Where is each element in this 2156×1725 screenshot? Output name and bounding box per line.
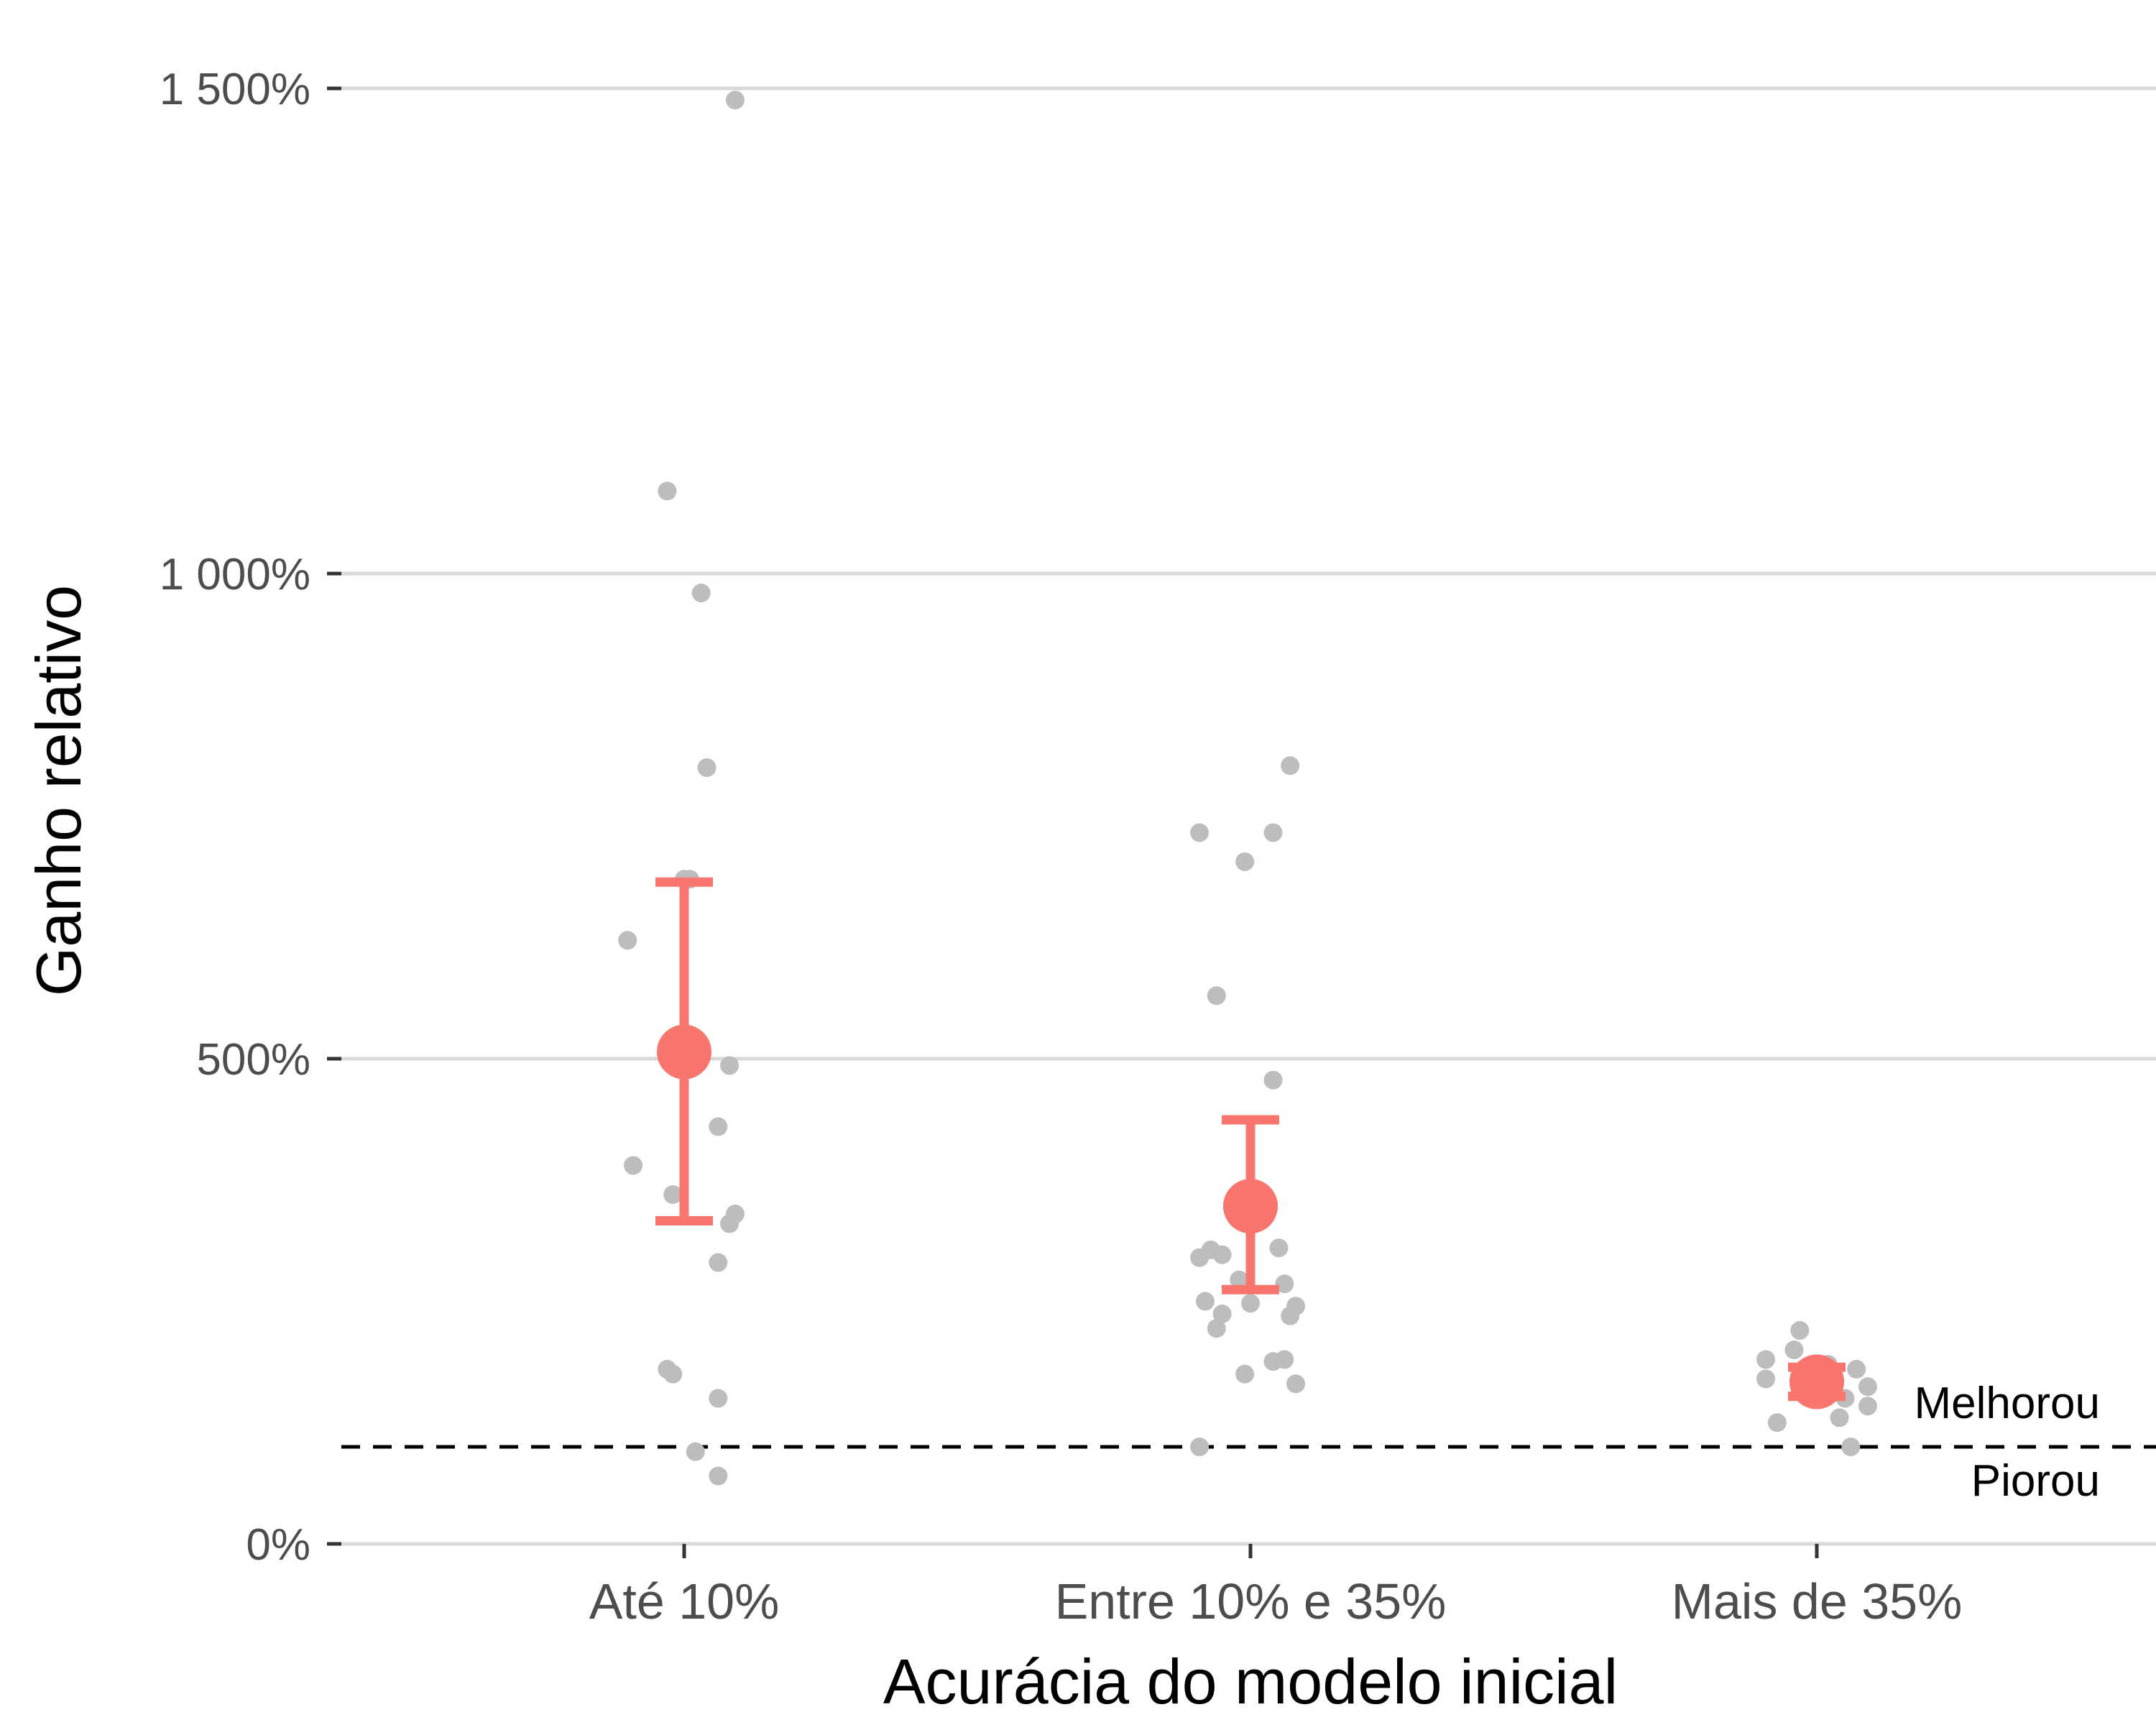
labels: Acurácia do modelo inicial Ganho relativ… — [23, 585, 2100, 1717]
data-point — [1858, 1377, 1877, 1397]
data-point — [624, 1156, 643, 1175]
data-point — [1207, 1319, 1226, 1338]
data-point — [1841, 1438, 1861, 1456]
data-point — [697, 758, 717, 777]
data-point — [663, 1364, 683, 1384]
data-point — [1263, 1070, 1283, 1090]
data-point — [1830, 1408, 1849, 1427]
x-tick-label: Mais de 35% — [1672, 1573, 1963, 1629]
mean-point — [1789, 1354, 1844, 1409]
data-point — [720, 1056, 740, 1075]
data-point — [1263, 1352, 1283, 1371]
data-point — [1269, 1238, 1289, 1258]
axes: 0% 500% 1 000% 1 500% Até 10% Entre 10% e 35%… — [160, 65, 1963, 1629]
mean-point — [657, 1024, 711, 1080]
annotation-melhorou: Melhorou — [1915, 1379, 2100, 1428]
data-point — [618, 931, 637, 950]
y-tick-label: 500% — [196, 1035, 310, 1085]
x-axis-title: Acurácia do modelo inicial — [883, 1646, 1618, 1717]
data-point — [663, 1185, 683, 1204]
data-point — [1790, 1321, 1810, 1340]
data-point — [1286, 1374, 1306, 1394]
data-point — [1847, 1360, 1866, 1379]
data-point — [658, 482, 677, 501]
data-point — [1235, 852, 1255, 871]
data-point — [1212, 1305, 1232, 1324]
data-point — [709, 1253, 728, 1272]
data-point — [1190, 823, 1210, 842]
data-point — [1195, 1292, 1215, 1311]
summary-marks — [655, 877, 1846, 1409]
data-point — [686, 1442, 705, 1461]
data-point — [1241, 1294, 1260, 1313]
data-point — [1767, 1413, 1787, 1432]
data-point — [720, 1214, 740, 1233]
data-point — [1230, 1270, 1249, 1289]
data-point — [1756, 1350, 1776, 1369]
data-point — [1212, 1245, 1232, 1264]
x-tick-label: Entre 10% e 35% — [1055, 1573, 1447, 1629]
data-point — [1235, 1364, 1255, 1384]
y-tick-label: 0% — [246, 1520, 310, 1570]
y-tick-label: 1 500% — [160, 65, 310, 114]
data-point — [1281, 756, 1300, 776]
data-point — [709, 1389, 728, 1408]
data-point — [1858, 1397, 1877, 1416]
y-tick-label: 1 000% — [160, 550, 310, 599]
data-point — [709, 1117, 728, 1136]
data-point — [1275, 1274, 1294, 1294]
y-axis-title: Ganho relativo — [23, 585, 94, 996]
mean-point — [1223, 1179, 1278, 1234]
jitter-points — [618, 91, 1877, 1486]
annotation-piorou: Piorou — [1971, 1456, 2100, 1506]
data-point — [725, 91, 745, 110]
data-point — [1190, 1438, 1210, 1456]
data-point — [1207, 986, 1226, 1006]
gridlines — [341, 86, 2156, 1546]
data-point — [1756, 1369, 1776, 1389]
data-point — [691, 584, 711, 602]
data-point — [709, 1466, 728, 1486]
x-tick-label: Até 10% — [589, 1573, 780, 1629]
data-point — [1784, 1340, 1804, 1359]
data-point — [1263, 823, 1283, 842]
data-point — [1281, 1306, 1300, 1325]
data-point — [1190, 1248, 1210, 1267]
